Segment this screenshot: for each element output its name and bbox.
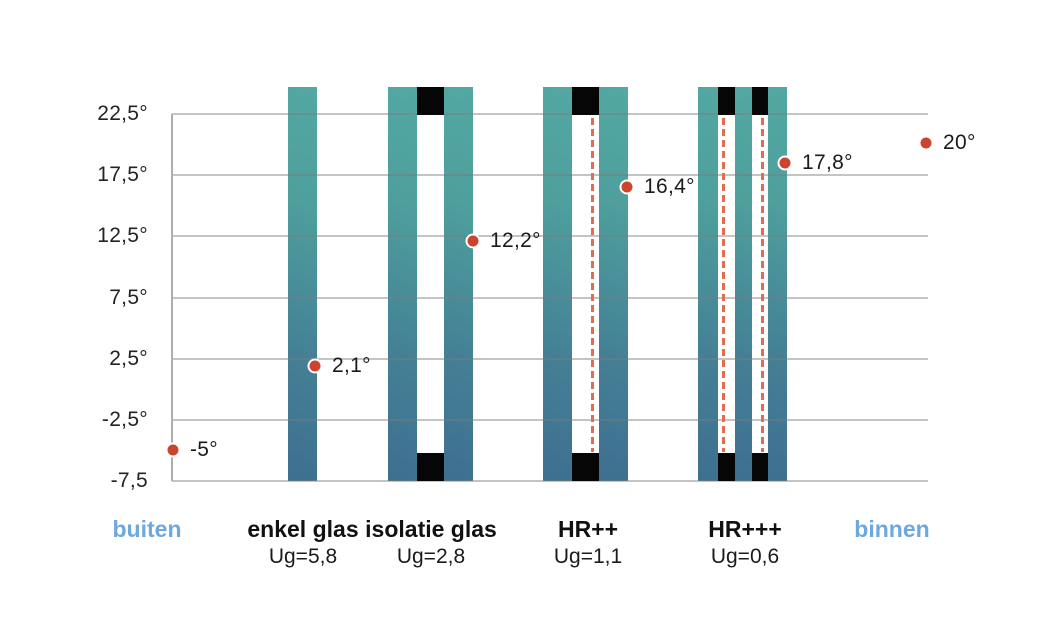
spacer-top [417, 87, 444, 115]
gridline [172, 113, 928, 115]
temperature-dot [920, 137, 932, 149]
y-axis-line [171, 114, 173, 481]
y-tick-label: 12,5° [97, 224, 148, 248]
glass-pane [599, 87, 628, 481]
gridline [172, 418, 928, 421]
temperature-value: 20° [943, 131, 976, 154]
y-tick-label: 2,5° [109, 346, 148, 370]
category-sublabel: Ug=5,8 [268, 545, 338, 568]
spacer-bottom [572, 453, 599, 481]
temperature-value: -5° [190, 438, 218, 461]
spacer-top [752, 87, 768, 115]
spacer-bottom [718, 453, 735, 481]
temperature-value: 12,2° [490, 229, 541, 252]
temperature-dot [779, 157, 791, 169]
category-label: isolatie glas Ug=2,8 [365, 516, 497, 568]
category-name: HR+++ [708, 516, 782, 542]
gridline [172, 296, 928, 299]
category-name: binnen [854, 516, 930, 542]
category-label: buiten [113, 516, 182, 542]
glass-pane [288, 87, 317, 481]
temperature-dot [467, 235, 479, 247]
y-tick-label: -2,5° [101, 407, 148, 431]
coating-dashed-line [761, 118, 764, 452]
glass-pane [698, 87, 718, 481]
glass-pane [388, 87, 417, 481]
category-label: HR++ Ug=1,1 [554, 516, 622, 568]
temperature-dot [309, 360, 321, 372]
y-tick-label: 7,5° [109, 285, 148, 309]
category-label: binnen [854, 516, 929, 542]
gridline [172, 480, 928, 482]
temperature-value: 16,4° [644, 175, 695, 198]
temperature-dot [621, 181, 633, 193]
glass-pane [768, 87, 787, 481]
y-tick-label: -7,5 [110, 469, 148, 492]
category-name: enkel glas [247, 516, 359, 542]
category-label: enkel glas Ug=5,8 [247, 516, 358, 568]
coating-dashed-line [591, 118, 594, 452]
category-name: isolatie glas [365, 516, 497, 542]
category-name: HR++ [557, 516, 619, 542]
glass-pane [444, 87, 473, 481]
gridline [172, 174, 928, 177]
category-sublabel: Ug=2,8 [396, 545, 466, 568]
glass-pane [735, 87, 752, 481]
spacer-top [572, 87, 599, 115]
coating-dashed-line [722, 118, 725, 452]
category-name: buiten [112, 516, 182, 542]
spacer-top [718, 87, 735, 115]
y-tick-label: 17,5° [97, 163, 148, 187]
category-sublabel: Ug=1,1 [553, 545, 623, 568]
temperature-dot [167, 444, 179, 456]
y-tick-label: 22,5° [97, 102, 148, 125]
gridline [172, 357, 928, 360]
temperature-value: 17,8° [802, 151, 853, 174]
category-label: HR+++ Ug=0,6 [708, 516, 782, 568]
gridline [172, 235, 928, 238]
glass-pane [543, 87, 572, 481]
spacer-bottom [417, 453, 444, 481]
spacer-bottom [752, 453, 768, 481]
temperature-value: 2,1° [332, 354, 371, 377]
category-sublabel: Ug=0,6 [710, 545, 780, 568]
